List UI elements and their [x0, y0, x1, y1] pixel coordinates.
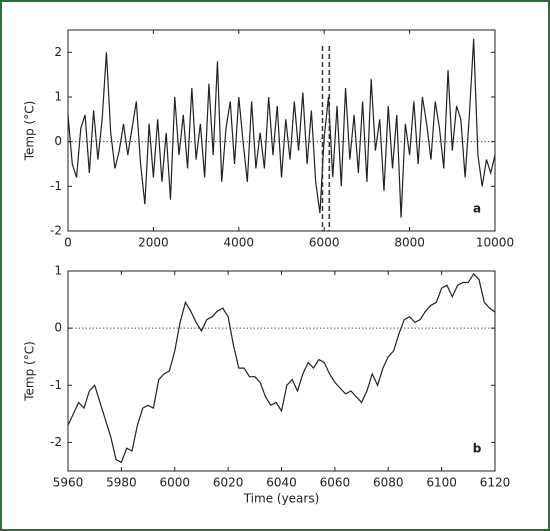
y-tick-label: -2	[50, 224, 62, 238]
panel-label: a	[473, 202, 481, 216]
y-tick-label: 0	[54, 321, 62, 335]
x-axis-label: Time (years)	[243, 492, 320, 506]
x-tick-label: 6000	[309, 236, 340, 250]
x-tick-label: 10000	[476, 236, 514, 250]
x-tick-label: 5960	[53, 476, 84, 490]
x-tick-label: 6000	[159, 476, 190, 490]
y-tick-label: 0	[54, 134, 62, 148]
x-tick-label: 0	[64, 236, 72, 250]
x-tick-label: 6020	[213, 476, 244, 490]
panel-label: b	[473, 442, 482, 456]
x-tick-label: 6100	[426, 476, 457, 490]
plot-frame	[67, 270, 496, 472]
data-line	[67, 272, 496, 464]
y-axis-label: Temp (°C)	[23, 341, 37, 402]
x-tick-label: 5980	[106, 476, 137, 490]
y-tick-label: 1	[54, 264, 62, 278]
plot-frame	[67, 29, 496, 232]
data-line	[67, 38, 496, 218]
y-tick-label: -2	[50, 435, 62, 449]
x-tick-label: 2000	[138, 236, 169, 250]
x-tick-label: 4000	[224, 236, 255, 250]
y-tick-label: -1	[50, 378, 62, 392]
y-axis-label: Temp (°C)	[23, 101, 37, 162]
x-tick-label: 8000	[394, 236, 425, 250]
y-tick-label: 1	[54, 90, 62, 104]
x-tick-label: 6040	[266, 476, 297, 490]
y-tick-label: -1	[50, 179, 62, 193]
x-tick-label: 6080	[373, 476, 404, 490]
y-tick-label: 2	[54, 45, 62, 59]
x-tick-label: 6120	[480, 476, 511, 490]
x-tick-label: 6060	[320, 476, 351, 490]
